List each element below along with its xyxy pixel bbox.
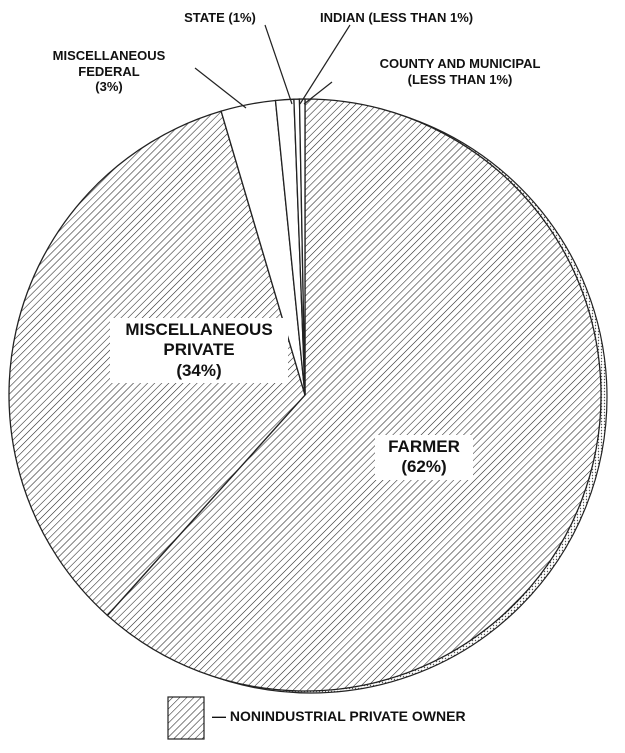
pie-slice [298,98,306,396]
legend-label: — NONINDUSTRIAL PRIVATE OWNER [212,708,466,724]
leader-line [299,24,351,105]
leader-line [264,24,293,105]
legend-swatch [167,696,205,740]
slice-label: MISCELLANEOUS FEDERAL (3%) [52,48,166,95]
leader-line [194,67,247,109]
slice-label: FARMER (62%) [375,435,473,480]
pie-slice [106,98,602,692]
slice-label: COUNTY AND MUNICIPAL (LESS THAN 1%) [379,56,541,87]
slice-label: STATE (1%) [184,10,256,25]
slice-label: MISCELLANEOUS PRIVATE (34%) [110,318,288,384]
slice-label: INDIAN (LESS THAN 1%) [320,10,474,25]
leader-line [303,81,333,105]
